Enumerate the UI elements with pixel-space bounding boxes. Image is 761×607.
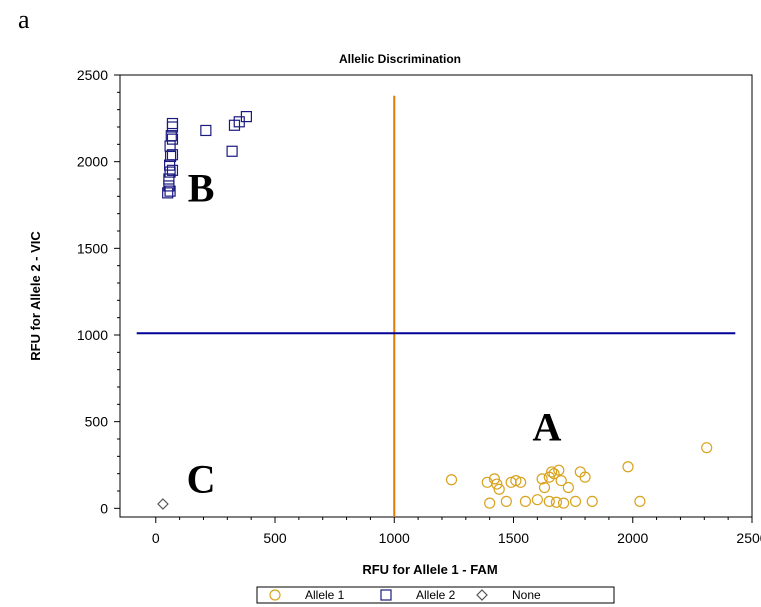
- allele-1-point: [515, 476, 527, 488]
- legend-none-icon: [476, 589, 488, 601]
- y-axis-label: RFU for Allele 2 - VIC: [28, 231, 43, 361]
- y-tick-label: 2500: [77, 67, 108, 83]
- chart-title: Allelic Discrimination: [339, 52, 461, 66]
- y-tick-label: 1000: [77, 327, 108, 343]
- allele-2-point: [166, 164, 179, 176]
- allele-2-point: [163, 173, 175, 185]
- cluster-labels: A B C: [187, 166, 562, 502]
- allele-1-point: [579, 471, 591, 483]
- plot-frame: [119, 74, 753, 518]
- allele-2-point: [200, 124, 212, 137]
- allele-1-point: [493, 483, 505, 495]
- allele-1-point: [500, 495, 512, 507]
- allele-1-point: [488, 473, 501, 485]
- x-axis-label: RFU for Allele 1 - FAM: [362, 562, 497, 577]
- allele-1-point: [519, 495, 532, 507]
- allele-1-point: [586, 495, 598, 507]
- allele-1-point: [555, 475, 567, 487]
- cluster-label-c: C: [187, 457, 216, 502]
- allele-2-point: [165, 130, 177, 142]
- y-tick-label: 0: [100, 500, 108, 516]
- legend-none-label: None: [512, 588, 541, 602]
- allele-1-point: [562, 481, 574, 494]
- allele-1-point: [543, 495, 555, 507]
- cluster-label-a: A: [532, 405, 561, 450]
- allele-1-point: [491, 478, 503, 490]
- legend: Allele 1 Allele 2 None: [256, 586, 615, 604]
- y-tick-label: 2000: [77, 154, 108, 170]
- none-point: [157, 498, 169, 510]
- cluster-label-b: B: [188, 166, 215, 211]
- legend-allele-2-icon: [380, 589, 392, 601]
- allele-1-point: [553, 464, 565, 476]
- allele-1-point: [550, 496, 563, 508]
- threshold-lines: [136, 95, 736, 517]
- allele-1-point: [701, 442, 713, 454]
- allele-1-point: [531, 494, 543, 506]
- allele-1-point: [445, 474, 458, 486]
- allele-2-point: [164, 185, 176, 197]
- allele-1-point: [536, 473, 548, 485]
- allele-1-point: [622, 461, 634, 473]
- x-tick-label: 2500: [736, 530, 761, 546]
- legend-allele-1-icon: [269, 589, 281, 601]
- x-tick-label: 2000: [617, 530, 648, 546]
- panel-label: a: [18, 5, 30, 34]
- allele-1-point: [569, 495, 582, 507]
- allele-1-point: [484, 497, 496, 509]
- allele-1-point: [557, 497, 570, 509]
- y-tick-label: 1500: [77, 240, 108, 256]
- x-tick-label: 1000: [379, 530, 410, 546]
- allele-2-point: [226, 145, 238, 157]
- x-tick-label: 0: [152, 530, 160, 546]
- allele-2-point: [166, 149, 179, 161]
- x-tick-label: 500: [263, 530, 287, 546]
- allele-2-point: [166, 133, 179, 145]
- allele-2-point: [164, 166, 176, 178]
- allele-1-point: [546, 466, 558, 478]
- legend-allele-2-label: Allele 2: [416, 588, 456, 602]
- allele-2-point: [166, 117, 179, 130]
- allele-2-point: [162, 187, 174, 199]
- legend-box: [256, 586, 615, 604]
- axis-ticks: 0 500 1000 1500 2000 2500 0 500 1000 1500 2000 2500: [77, 67, 761, 546]
- allele-1-point: [510, 475, 522, 487]
- allele-2-point: [240, 110, 252, 123]
- allele-1-point: [538, 481, 551, 494]
- data-points: [157, 110, 713, 510]
- x-tick-label: 1500: [498, 530, 529, 546]
- allele-1-point: [634, 495, 646, 507]
- y-tick-label: 500: [85, 414, 109, 430]
- legend-allele-1-label: Allele 1: [305, 588, 345, 602]
